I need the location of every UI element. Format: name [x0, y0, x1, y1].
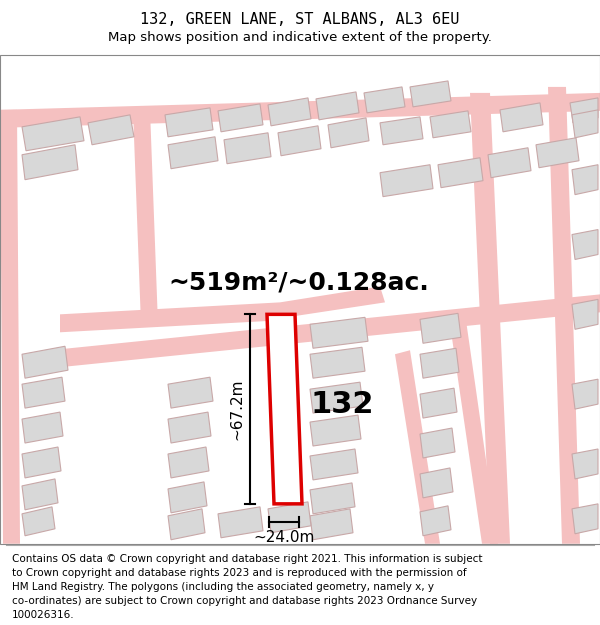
Polygon shape [268, 98, 311, 126]
Polygon shape [310, 449, 358, 480]
Polygon shape [88, 115, 134, 145]
Polygon shape [420, 468, 453, 498]
Polygon shape [316, 92, 359, 120]
Text: 132, GREEN LANE, ST ALBANS, AL3 6EU: 132, GREEN LANE, ST ALBANS, AL3 6EU [140, 12, 460, 27]
Polygon shape [570, 98, 598, 123]
Text: Contains OS data © Crown copyright and database right 2021. This information is : Contains OS data © Crown copyright and d… [12, 554, 482, 619]
Polygon shape [572, 229, 598, 259]
Polygon shape [420, 348, 459, 378]
Polygon shape [310, 318, 368, 348]
Polygon shape [168, 509, 205, 540]
Polygon shape [364, 87, 405, 113]
Polygon shape [22, 507, 55, 536]
Polygon shape [572, 165, 598, 194]
Text: 132: 132 [310, 389, 373, 419]
Polygon shape [572, 379, 598, 409]
Polygon shape [0, 110, 20, 544]
Polygon shape [310, 509, 353, 540]
Polygon shape [168, 377, 213, 408]
Polygon shape [500, 103, 543, 132]
Polygon shape [450, 321, 498, 544]
Polygon shape [22, 447, 61, 478]
Text: ~24.0m: ~24.0m [253, 530, 314, 545]
Polygon shape [310, 382, 363, 413]
Polygon shape [310, 415, 361, 446]
Polygon shape [395, 350, 440, 544]
Polygon shape [22, 346, 68, 378]
Polygon shape [133, 110, 158, 324]
Polygon shape [572, 110, 598, 138]
Polygon shape [168, 482, 207, 513]
Polygon shape [165, 108, 213, 137]
Polygon shape [218, 507, 263, 538]
Polygon shape [410, 81, 451, 107]
Polygon shape [310, 348, 365, 378]
Text: ~67.2m: ~67.2m [229, 378, 244, 440]
Polygon shape [572, 449, 598, 479]
Polygon shape [548, 87, 580, 544]
Polygon shape [278, 126, 321, 156]
Polygon shape [280, 286, 385, 318]
Polygon shape [168, 412, 211, 443]
Polygon shape [168, 137, 218, 169]
Polygon shape [380, 165, 433, 197]
Polygon shape [430, 111, 471, 138]
Polygon shape [60, 302, 280, 332]
Text: ~519m²/~0.128ac.: ~519m²/~0.128ac. [168, 271, 429, 294]
Polygon shape [268, 502, 311, 532]
Polygon shape [572, 299, 598, 329]
Polygon shape [420, 313, 461, 343]
Polygon shape [22, 479, 58, 510]
Polygon shape [420, 388, 457, 418]
Polygon shape [328, 118, 369, 148]
Polygon shape [22, 412, 63, 443]
Polygon shape [420, 506, 451, 536]
Polygon shape [438, 158, 483, 188]
Polygon shape [224, 132, 271, 164]
Polygon shape [0, 93, 600, 128]
Polygon shape [420, 428, 455, 458]
Polygon shape [267, 314, 302, 504]
Polygon shape [572, 504, 598, 534]
Polygon shape [310, 483, 355, 514]
Polygon shape [22, 145, 78, 179]
Polygon shape [380, 117, 423, 145]
Polygon shape [470, 93, 510, 544]
Polygon shape [168, 447, 209, 478]
Polygon shape [488, 148, 531, 178]
Polygon shape [218, 104, 263, 132]
Polygon shape [22, 377, 65, 408]
Text: Map shows position and indicative extent of the property.: Map shows position and indicative extent… [108, 31, 492, 44]
Polygon shape [22, 117, 84, 151]
Polygon shape [60, 294, 600, 368]
Polygon shape [536, 138, 579, 168]
